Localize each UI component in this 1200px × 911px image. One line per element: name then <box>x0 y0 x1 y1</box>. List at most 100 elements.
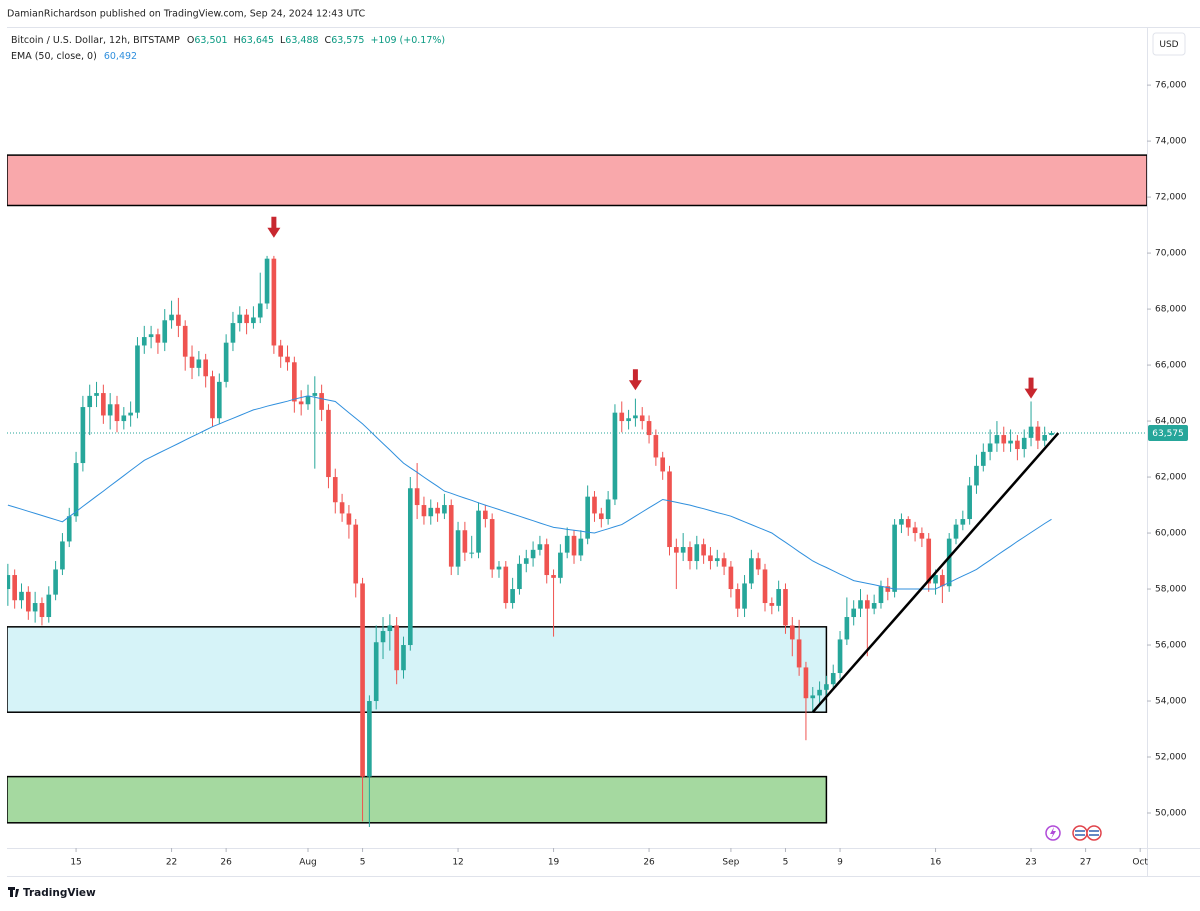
candle-body <box>53 569 58 595</box>
candle-body <box>817 689 822 696</box>
candle-body <box>749 558 754 584</box>
candle-body <box>421 505 427 517</box>
candle-body <box>155 334 161 343</box>
legend-change: +109 (+0.17%) <box>370 35 446 46</box>
candle-body <box>25 591 31 612</box>
candle-body <box>530 549 536 559</box>
candle-body <box>7 575 11 590</box>
candle-body <box>714 558 720 562</box>
candle-body <box>994 435 1000 444</box>
candle-body <box>865 600 870 609</box>
currency-box[interactable] <box>1152 32 1186 56</box>
y-tick-label: 60,000 <box>1155 529 1187 539</box>
legend-line: EMA (50, close, 0) 60,492 <box>11 51 141 62</box>
candle-body <box>176 314 181 326</box>
indicator-value: 60,492 <box>103 51 138 62</box>
candle-body <box>605 499 611 520</box>
x-tick-label: 22 <box>166 858 177 868</box>
logo-mark <box>8 887 19 897</box>
candle-body <box>694 544 700 562</box>
legend-key: C <box>324 35 332 46</box>
candle-body <box>912 527 918 534</box>
candle-body <box>442 505 447 514</box>
arrow <box>1024 377 1038 399</box>
candle-body <box>285 356 290 363</box>
candle-body <box>1008 440 1013 444</box>
flag-stripes <box>1075 830 1099 836</box>
candle-body <box>517 563 522 590</box>
candle-body <box>1021 437 1027 450</box>
candle-body <box>128 412 133 416</box>
candle-body <box>960 519 966 525</box>
x-tick-label: 5 <box>360 858 366 868</box>
candle-body <box>674 547 679 553</box>
candle-body <box>1049 432 1054 436</box>
candle-body <box>987 443 993 452</box>
candle-body <box>107 404 113 416</box>
candle-body <box>298 401 304 405</box>
indicator-name: EMA (50, close, 0) <box>11 51 97 62</box>
candle-body <box>278 345 284 357</box>
candle-body <box>953 524 959 539</box>
x-tick-label: Sep <box>722 858 739 868</box>
candle-body <box>571 535 577 556</box>
candle-body <box>210 376 215 419</box>
y-tick-label: 64,000 <box>1155 417 1187 427</box>
candle-body <box>148 334 154 338</box>
candle-body <box>633 415 638 419</box>
candle-body <box>66 516 72 542</box>
x-tick-label: 26 <box>643 858 655 868</box>
candle-body <box>708 555 713 562</box>
candle-body <box>401 645 406 671</box>
y-tick-label: 50,000 <box>1155 809 1187 819</box>
candle-body <box>448 505 454 567</box>
x-tick-label: 16 <box>930 858 942 868</box>
candle-body <box>660 457 666 472</box>
event-icon[interactable] <box>1072 825 1088 841</box>
brand-logo <box>8 887 19 897</box>
candle-body <box>46 594 52 618</box>
zone <box>7 626 828 713</box>
x-tick-label: 12 <box>452 858 463 868</box>
candle-body <box>503 566 509 604</box>
x-tick-label: 26 <box>220 858 232 868</box>
candle-body <box>974 465 979 486</box>
x-tick-label: Oct <box>1132 858 1148 868</box>
legend-value: 63,488 <box>285 35 319 46</box>
candle-body <box>830 673 836 685</box>
candle-body <box>967 485 972 520</box>
candle-body <box>558 552 563 578</box>
candle-body <box>414 488 420 506</box>
candle-body <box>162 320 168 343</box>
y-tick-label: 74,000 <box>1155 137 1187 147</box>
legend-value: 63,645 <box>240 35 274 46</box>
legend-key: L <box>280 35 286 46</box>
y-tick-label: 68,000 <box>1155 305 1187 315</box>
candle-body <box>1035 426 1041 441</box>
candle-body <box>462 530 468 553</box>
candle-body <box>592 496 597 514</box>
candle-body <box>80 407 86 464</box>
arrow <box>628 369 642 391</box>
x-tick-label: 15 <box>70 858 81 868</box>
candle-body <box>101 393 106 416</box>
candle-body <box>851 608 857 618</box>
candle-body <box>1028 426 1034 438</box>
event-icon[interactable] <box>1086 825 1102 841</box>
candle-body <box>271 258 277 346</box>
candle-body <box>523 558 529 564</box>
candle-body <box>844 617 850 640</box>
trendline <box>811 432 1060 714</box>
candle-body <box>899 519 904 525</box>
candle-body <box>114 404 120 422</box>
candle-body <box>701 544 706 556</box>
zone <box>7 154 1147 207</box>
candle-body <box>305 395 311 405</box>
candle-body <box>332 477 338 503</box>
candle-body <box>73 463 79 517</box>
candle-body <box>796 639 802 668</box>
legend-key: H <box>233 35 241 46</box>
candle-body <box>789 625 795 640</box>
